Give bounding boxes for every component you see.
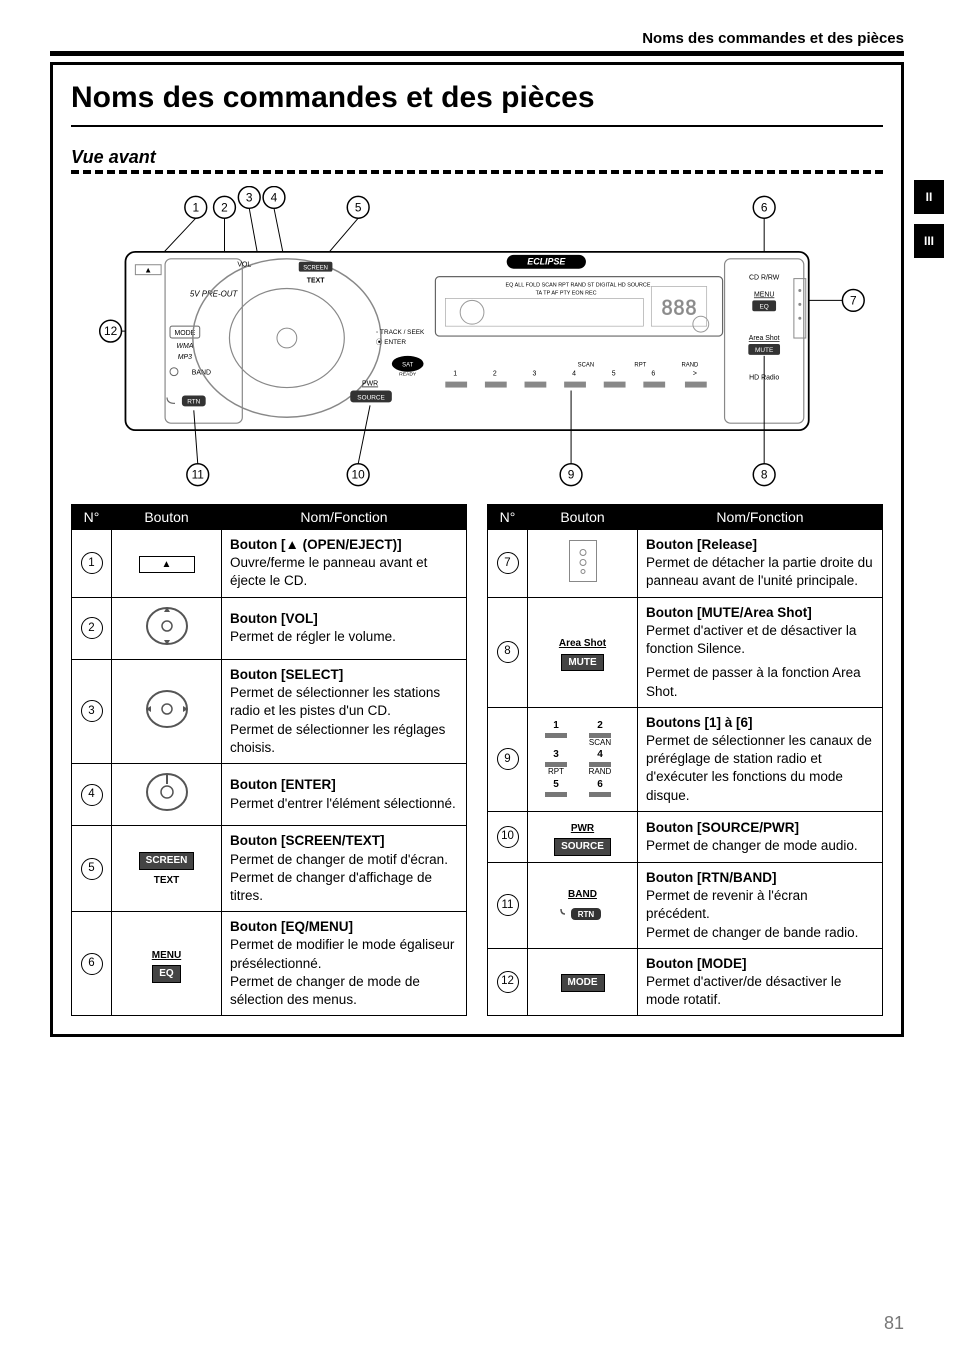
row-4: 4 Bouton [ENTER] Permet d'entrer l'éléme… [72,764,467,826]
row-9: 9 12SCAN 3RPT4RAND 56 Boutons [1] à [6] … [488,707,883,811]
source-pwr-icon: PWR SOURCE [528,811,638,862]
svg-text:SAT: SAT [402,363,413,369]
vol-knob-icon [112,597,222,659]
svg-text:RAND: RAND [681,363,698,369]
svg-text:5: 5 [612,371,616,378]
row-7: 7 Bouton [Release] Permet de détacher la… [488,530,883,598]
svg-text:6: 6 [651,371,655,378]
svg-text:SCAN: SCAN [578,363,595,369]
select-knob-icon [112,659,222,763]
svg-text:5V PRE-OUT: 5V PRE-OUT [190,289,239,298]
svg-text:Area Shot: Area Shot [749,335,780,342]
svg-text:EQ ALL FOLD SCAN RPT RAND ST: EQ ALL FOLD SCAN RPT RAND ST DIGITAL HD … [506,283,651,289]
side-tab-ii: II [914,180,944,214]
section-label: Noms des commandes et des pièces [50,30,904,56]
svg-text:▲: ▲ [144,266,152,275]
svg-text:PWR: PWR [362,381,378,388]
th-btn: Bouton [112,505,222,530]
svg-text:4: 4 [271,190,278,204]
th-num: N° [72,505,112,530]
svg-text:2: 2 [493,371,497,378]
fn-name: Bouton [▲ (OPEN/EJECT)] [230,536,458,554]
controls-table-right: N° Bouton Nom/Fonction 7 Bouton [Release… [487,504,883,1016]
row-11: 11 BAND RTN Bouton [RTN/BAND] Permet de … [488,862,883,948]
tables-row: N° Bouton Nom/Fonction 1 ▲ Bouton [▲ (OP… [71,504,883,1016]
svg-text:12: 12 [104,324,117,338]
svg-text:MUTE: MUTE [755,347,773,354]
th-fn: Nom/Fonction [222,505,467,530]
row-12: 12 MODE Bouton [MODE] Permet d'activer/d… [488,948,883,1016]
svg-text:SCREEN: SCREEN [303,266,328,272]
svg-text:2: 2 [221,200,228,214]
svg-text:3: 3 [533,371,537,378]
svg-text:7: 7 [850,293,857,307]
svg-text:5: 5 [355,200,362,214]
svg-text:◦ TRACK / SEEK: ◦ TRACK / SEEK [376,329,425,336]
mode-icon: MODE [528,948,638,1016]
dashed-divider [71,170,883,174]
page-title: Noms des commandes et des pièces [71,79,883,127]
svg-text:RTN: RTN [577,910,594,919]
areashot-mute-icon: Area Shot MUTE [528,597,638,707]
svg-text:9: 9 [568,468,575,482]
svg-text:WMA: WMA [176,343,193,350]
svg-text:RPT: RPT [634,363,646,369]
svg-text:10: 10 [352,468,366,482]
svg-text:MENU: MENU [754,291,774,298]
device-diagram: 1 2 3 4 5 6 [71,186,883,496]
enter-knob-icon [112,764,222,826]
svg-text:SOURCE: SOURCE [357,394,384,401]
fn-desc: Ouvre/ferme le panneau avant et éjecte l… [230,554,458,590]
svg-text:8: 8 [761,468,768,482]
svg-text:TEXT: TEXT [307,278,325,285]
row-10: 10 PWR SOURCE Bouton [SOURCE/PWR] Permet… [488,811,883,862]
side-tabs: II III [914,180,944,258]
preset-buttons-icon: 12SCAN 3RPT4RAND 56 [528,707,638,811]
svg-text:READY: READY [399,372,417,378]
rtn-band-icon: BAND RTN [528,862,638,948]
rownum-icon: 1 [81,552,103,574]
row-3: 3 Bouton [SELECT] Permet de sélectionner… [72,659,467,763]
svg-text:1: 1 [453,371,457,378]
controls-table-left: N° Bouton Nom/Fonction 1 ▲ Bouton [▲ (OP… [71,504,467,1016]
row-5: 5 SCREEN TEXT Bouton [SCREEN/TEXT] Perme… [72,826,467,912]
svg-text:CD R/RW: CD R/RW [749,275,780,282]
svg-text:MP3: MP3 [178,354,192,361]
side-tab-iii: III [914,224,944,258]
svg-text:VOL: VOL [237,262,251,269]
svg-text:ECLIPSE: ECLIPSE [527,257,566,267]
svg-text:>: > [693,371,697,378]
svg-text:888: 888 [661,296,697,319]
page-number: 81 [884,1313,904,1334]
row-8: 8 Area Shot MUTE Bouton [MUTE/Area Shot]… [488,597,883,707]
release-icon [528,530,638,598]
svg-text:4: 4 [572,371,576,378]
svg-text:3: 3 [246,190,253,204]
page-frame: Noms des commandes et des pièces Vue ava… [50,62,904,1037]
svg-text:TA TP AF PTY EON REC: TA TP AF PTY EON REC [536,290,597,296]
svg-text:RTN: RTN [187,398,200,405]
svg-text:6: 6 [761,200,768,214]
subtitle: Vue avant [71,147,883,168]
svg-text:⦿ ENTER: ⦿ ENTER [376,338,406,346]
svg-text:11: 11 [192,468,205,482]
eject-button-icon: ▲ [112,530,222,598]
screen-text-icon: SCREEN TEXT [112,826,222,912]
row-1: 1 ▲ Bouton [▲ (OPEN/EJECT)] Ouvre/ferme … [72,530,467,598]
menu-eq-icon: MENU EQ [112,912,222,1016]
row-2: 2 Bouton [VOL] Permet de régler le volum… [72,597,467,659]
svg-text:EQ: EQ [760,303,769,310]
callout-1-text: 1 [192,200,199,214]
row-6: 6 MENU EQ Bouton [EQ/MENU] Permet de mod… [72,912,467,1016]
